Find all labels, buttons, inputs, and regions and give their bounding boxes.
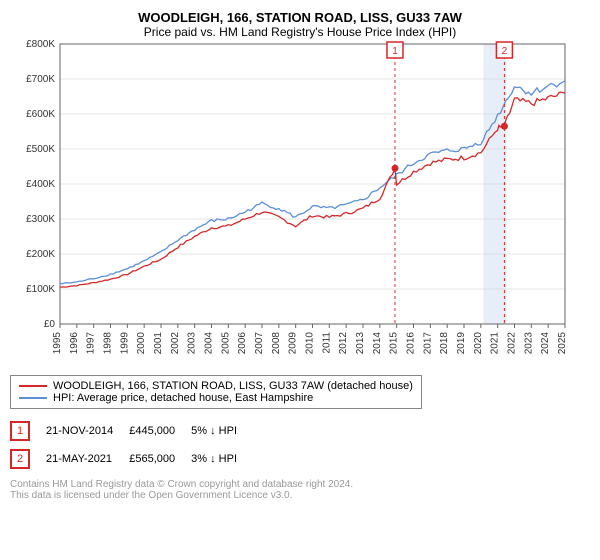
marker-badge: 1 [10, 421, 30, 441]
footer-line: Contains HM Land Registry data © Crown c… [10, 479, 590, 490]
svg-text:2008: 2008 [271, 332, 282, 355]
chart-title: WOODLEIGH, 166, STATION ROAD, LISS, GU33… [10, 10, 590, 25]
svg-text:2025: 2025 [557, 332, 568, 355]
svg-text:2020: 2020 [473, 332, 484, 355]
legend-item-property: WOODLEIGH, 166, STATION ROAD, LISS, GU33… [19, 380, 413, 392]
svg-text:2022: 2022 [507, 332, 518, 355]
svg-text:2019: 2019 [456, 332, 467, 355]
legend-swatch [19, 397, 47, 399]
svg-text:2012: 2012 [338, 332, 349, 355]
svg-text:£500K: £500K [26, 144, 55, 155]
svg-text:2009: 2009 [288, 332, 299, 355]
marker-badge: 2 [10, 449, 30, 469]
svg-text:2024: 2024 [540, 332, 551, 355]
svg-text:2021: 2021 [490, 332, 501, 355]
svg-text:1996: 1996 [69, 332, 80, 355]
svg-text:1999: 1999 [119, 332, 130, 355]
svg-text:£400K: £400K [26, 179, 55, 190]
svg-text:2004: 2004 [204, 332, 215, 355]
svg-text:£700K: £700K [26, 74, 55, 85]
svg-text:1: 1 [392, 46, 398, 57]
svg-text:1995: 1995 [52, 332, 63, 355]
legend: WOODLEIGH, 166, STATION ROAD, LISS, GU33… [10, 375, 422, 409]
svg-text:2007: 2007 [254, 332, 265, 355]
svg-text:2010: 2010 [305, 332, 316, 355]
legend-label: WOODLEIGH, 166, STATION ROAD, LISS, GU33… [53, 380, 413, 392]
svg-text:2: 2 [502, 46, 508, 57]
svg-text:£100K: £100K [26, 284, 55, 295]
svg-text:£300K: £300K [26, 214, 55, 225]
svg-text:2013: 2013 [355, 332, 366, 355]
svg-text:2011: 2011 [321, 332, 332, 354]
svg-text:2016: 2016 [406, 332, 417, 355]
svg-text:2003: 2003 [187, 332, 198, 355]
svg-text:2006: 2006 [237, 332, 248, 355]
svg-text:2005: 2005 [220, 332, 231, 355]
svg-text:2000: 2000 [136, 332, 147, 355]
chart-subtitle: Price paid vs. HM Land Registry's House … [10, 25, 590, 39]
marker-row: 1 21-NOV-2014 £445,000 5% ↓ HPI [10, 417, 253, 445]
marker-price: £565,000 [129, 445, 191, 473]
legend-item-hpi: HPI: Average price, detached house, East… [19, 392, 413, 404]
svg-text:2023: 2023 [523, 332, 534, 355]
marker-row: 2 21-MAY-2021 £565,000 3% ↓ HPI [10, 445, 253, 473]
svg-text:2014: 2014 [372, 332, 383, 355]
marker-date: 21-MAY-2021 [46, 445, 129, 473]
svg-text:1998: 1998 [103, 332, 114, 355]
marker-date: 21-NOV-2014 [46, 417, 129, 445]
svg-text:2002: 2002 [170, 332, 181, 355]
svg-text:£800K: £800K [26, 39, 55, 50]
legend-swatch [19, 385, 47, 387]
line-chart: £0 £100K £200K £300K £400K £500K £600K £700K £80… [10, 39, 570, 369]
markers-table: 1 21-NOV-2014 £445,000 5% ↓ HPI 2 21-MAY… [10, 417, 253, 473]
chart-container: £0 £100K £200K £300K £400K £500K £600K £700K £80… [10, 39, 590, 369]
marker-price: £445,000 [129, 417, 191, 445]
svg-text:£0: £0 [44, 319, 56, 330]
marker-diff: 5% ↓ HPI [191, 417, 253, 445]
marker-diff: 3% ↓ HPI [191, 445, 253, 473]
svg-text:2015: 2015 [389, 332, 400, 355]
svg-text:1997: 1997 [86, 332, 97, 355]
footer: Contains HM Land Registry data © Crown c… [10, 479, 590, 501]
footer-line: This data is licensed under the Open Gov… [10, 490, 590, 501]
svg-text:£200K: £200K [26, 249, 55, 260]
svg-text:£600K: £600K [26, 109, 55, 120]
svg-text:2001: 2001 [153, 332, 164, 355]
svg-text:2017: 2017 [422, 332, 433, 355]
legend-label: HPI: Average price, detached house, East… [53, 392, 313, 404]
svg-text:2018: 2018 [439, 332, 450, 355]
